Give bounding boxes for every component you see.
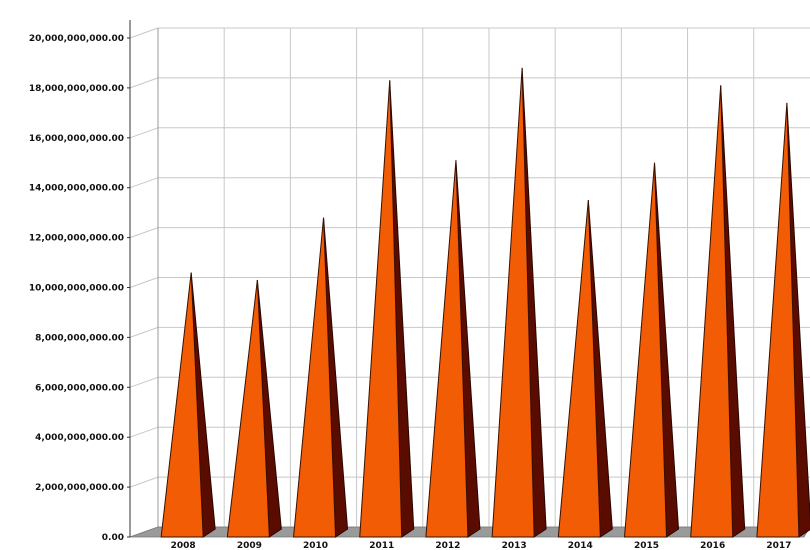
gridline-wall bbox=[129, 376, 159, 388]
gridline-wall bbox=[129, 227, 159, 239]
y-tick-label: 12,000,000,000.00 bbox=[29, 234, 124, 244]
pyramid-front-face bbox=[359, 80, 403, 538]
y-tick-label: 10,000,000,000.00 bbox=[29, 284, 124, 294]
x-tick-label: 2009 bbox=[237, 541, 262, 550]
y-tick-label: 0.00 bbox=[102, 533, 124, 543]
pyramid-bar bbox=[557, 200, 613, 538]
x-tick-label: 2011 bbox=[369, 541, 394, 550]
x-tick-label: 2012 bbox=[435, 541, 460, 550]
y-tick-label: 2,000,000,000.00 bbox=[35, 483, 124, 493]
pyramid-bar bbox=[226, 279, 282, 538]
pyramid-front-face bbox=[491, 67, 535, 538]
x-axis: 2008 2009 2010 2011 2012 2013 2014 2015 2016 2017 bbox=[171, 541, 792, 550]
gridline-wall bbox=[129, 277, 159, 288]
y-tick-label: 4,000,000,000.00 bbox=[35, 433, 124, 443]
y-tick-label: 20,000,000,000.00 bbox=[29, 34, 124, 44]
pyramid-bar bbox=[359, 80, 415, 538]
y-axis: 0.00 2,000,000,000.00 4,000,000,000.00 6,00… bbox=[29, 20, 131, 543]
x-tick-label: 2010 bbox=[303, 541, 328, 550]
gridline-wall bbox=[129, 27, 159, 39]
x-tick-label: 2013 bbox=[502, 541, 527, 550]
pyramid-front-face bbox=[226, 279, 270, 538]
pyramid-front-face bbox=[292, 217, 337, 538]
pyramid-bar bbox=[160, 272, 216, 538]
pyramid-bar bbox=[756, 102, 810, 538]
x-tick-label: 2015 bbox=[634, 541, 659, 550]
pyramid-bar bbox=[690, 85, 746, 538]
x-tick-label: 2017 bbox=[766, 541, 791, 550]
y-tick-label: 14,000,000,000.00 bbox=[29, 184, 124, 194]
x-tick-label: 2014 bbox=[568, 541, 593, 550]
pyramid-front-face bbox=[160, 272, 204, 538]
pyramid-front-face bbox=[756, 102, 800, 538]
gridline-wall bbox=[129, 77, 159, 89]
pyramid-front-face bbox=[690, 85, 734, 538]
gridlines bbox=[129, 27, 810, 538]
x-tick-label: 2016 bbox=[700, 541, 725, 550]
pyramid-bar bbox=[425, 160, 481, 538]
y-tick-label: 6,000,000,000.00 bbox=[35, 383, 124, 393]
gridline-wall bbox=[129, 326, 159, 338]
y-tick-label: 8,000,000,000.00 bbox=[35, 333, 124, 343]
y-tick-label: 18,000,000,000.00 bbox=[29, 84, 124, 94]
pyramid-front-face bbox=[557, 200, 601, 538]
gridline-wall bbox=[129, 127, 159, 139]
pyramid-bar bbox=[292, 217, 349, 538]
pyramid-front-face bbox=[425, 160, 469, 538]
pyramid-bar bbox=[623, 162, 680, 538]
gridline-wall bbox=[129, 426, 159, 438]
gridline-wall bbox=[129, 177, 159, 189]
pyramid-front-face bbox=[623, 162, 668, 538]
y-tick-label: 16,000,000,000.00 bbox=[29, 134, 124, 144]
pyramid-bar bbox=[491, 67, 547, 538]
gridline-wall bbox=[129, 476, 159, 488]
x-tick-label: 2008 bbox=[171, 541, 196, 550]
pyramid-bars bbox=[160, 67, 810, 538]
